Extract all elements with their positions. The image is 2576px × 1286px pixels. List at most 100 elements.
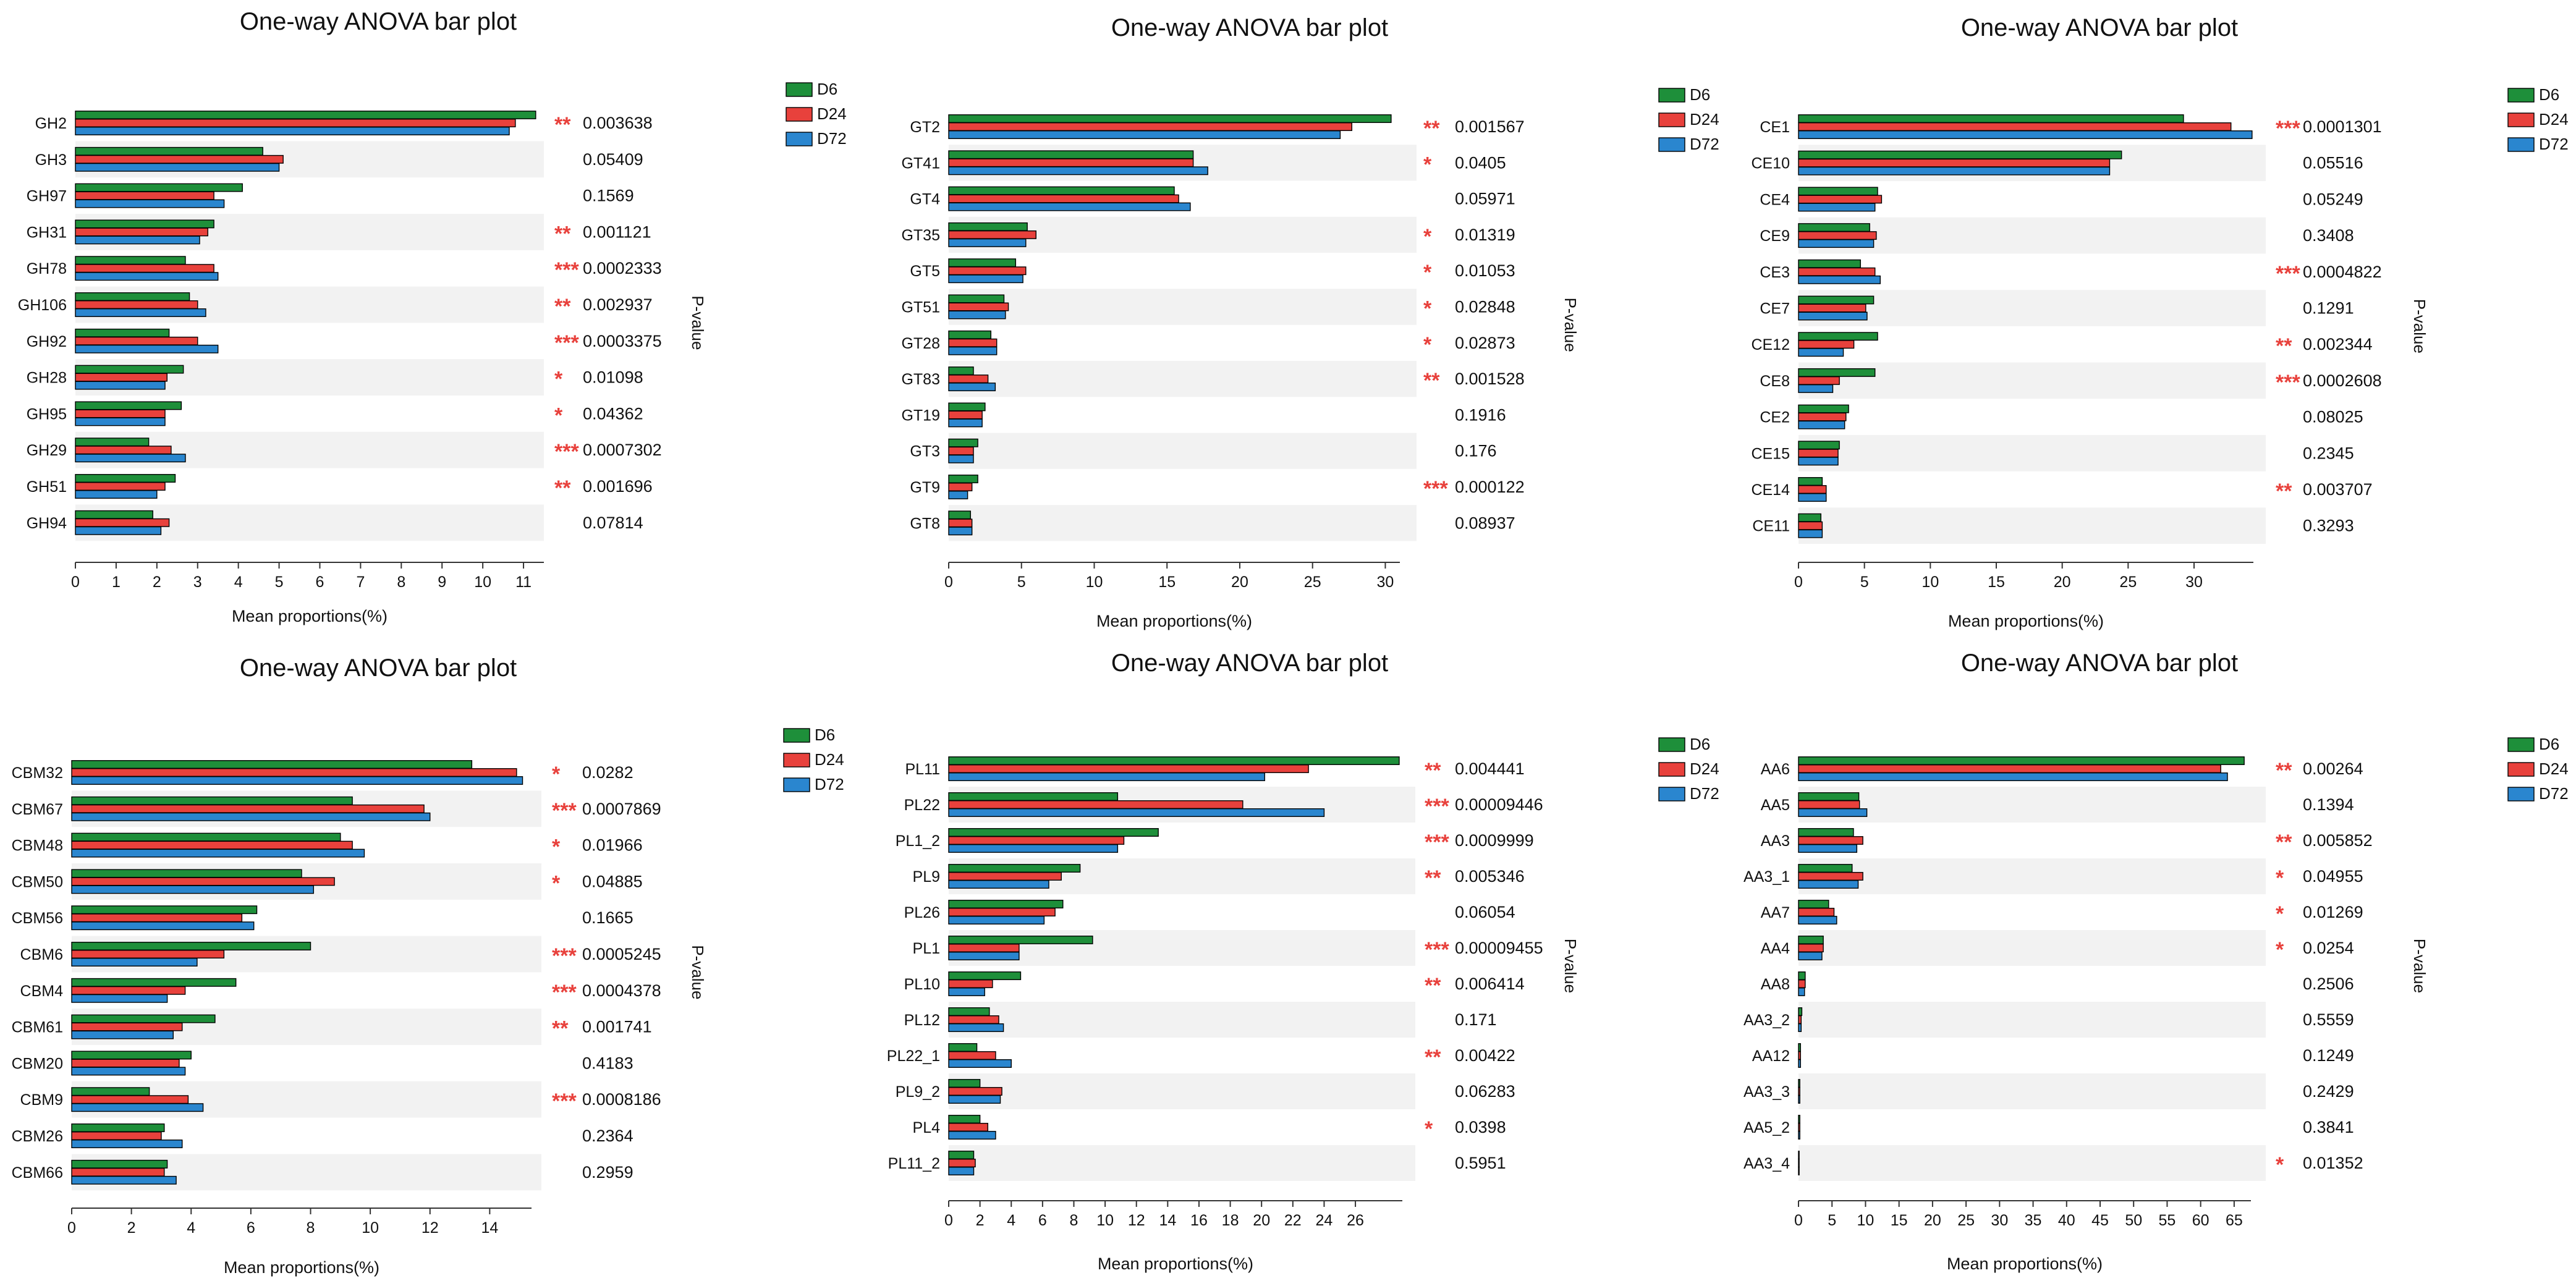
category-label: PL1_2 (896, 832, 940, 850)
x-tick-label: 15 (1891, 1212, 1908, 1229)
bar-CBM9-D6 (71, 1087, 150, 1096)
bar-CE1-D6 (1798, 114, 2184, 123)
bar-PL10-D24 (948, 979, 993, 988)
chart-panel-5: One-way ANOVA bar plot PL11 ** 0.004441 PL22… (887, 649, 1719, 1273)
p-value-axis-label: P-value (1561, 939, 1580, 993)
significance-mark: * (554, 404, 563, 427)
p-value: 0.04955 (2303, 867, 2363, 886)
category-label: GH29 (27, 442, 67, 459)
category-label: CBM48 (12, 837, 63, 855)
bar-GT83-D24 (948, 374, 989, 384)
legend-swatch-D6 (1658, 737, 1685, 752)
chart-title: One-way ANOVA bar plot (240, 654, 517, 682)
category-label: CE14 (1751, 481, 1790, 499)
bar-CE8-D24 (1798, 376, 1840, 385)
category-label: AA8 (1761, 976, 1790, 993)
bar-CE15-D72 (1798, 457, 1839, 466)
bar-GH31-D24 (75, 227, 208, 237)
p-value: 0.006414 (1455, 975, 1525, 993)
bar-GH97-D24 (75, 191, 214, 200)
x-tick-label: 8 (397, 573, 405, 591)
x-tick-label: 14 (1159, 1212, 1176, 1229)
category-label: AA4 (1761, 940, 1790, 957)
significance-mark: * (1423, 225, 1432, 248)
x-tick-label: 5 (1860, 573, 1869, 591)
x-tick-label: 0 (1794, 573, 1803, 591)
category-label: PL1 (913, 940, 940, 957)
category-label: CE10 (1751, 155, 1790, 172)
p-value-axis-label: P-value (688, 295, 707, 350)
category-label: PL22_1 (887, 1047, 940, 1065)
category-label: CBM4 (20, 983, 64, 1000)
bar-GH94-D72 (75, 526, 162, 535)
bar-GH28-D24 (75, 373, 168, 382)
p-value: 0.0002608 (2303, 371, 2382, 390)
bar-GH29-D72 (75, 454, 186, 463)
category-label: CE7 (1760, 300, 1790, 318)
bar-GT28-D24 (948, 338, 998, 347)
legend: D6 D24 D72 (2507, 85, 2569, 153)
bar-AA3_3-D24 (1798, 1087, 1800, 1096)
significance-mark: * (552, 763, 561, 786)
p-value: 0.5559 (2303, 1010, 2354, 1029)
chart-title: One-way ANOVA bar plot (1111, 649, 1388, 677)
bar-AA4-D72 (1798, 952, 1823, 960)
chart-panel-4: One-way ANOVA bar plot CBM32 * 0.0282 CBM67 *… (12, 654, 844, 1277)
x-axis-label: Mean proportions(%) (232, 607, 388, 625)
significance-mark: *** (2276, 371, 2300, 394)
p-value: 0.0282 (582, 763, 633, 782)
category-label: CBM6 (20, 946, 63, 963)
category-label: CBM32 (12, 764, 63, 782)
bar-GH31-D72 (75, 235, 200, 245)
p-value: 0.0254 (2303, 939, 2354, 957)
category-label: GT3 (910, 443, 940, 460)
category-label: GT35 (901, 227, 940, 244)
x-tick-label: 30 (2185, 573, 2203, 591)
p-value-axis-label: P-value (1561, 298, 1580, 352)
bar-CBM4-D6 (71, 978, 237, 987)
bar-CBM56-D6 (71, 905, 258, 915)
bar-CE9-D6 (1798, 223, 1870, 232)
legend-label-D24: D24 (815, 750, 844, 769)
legend-label-D72: D72 (1690, 784, 1719, 803)
bar-GT51-D72 (948, 310, 1006, 319)
bar-GH106-D24 (75, 300, 198, 309)
p-value: 0.171 (1455, 1010, 1497, 1029)
bar-CBM32-D6 (71, 760, 473, 769)
bar-CE3-D72 (1798, 275, 1881, 284)
bar-GT3-D72 (948, 454, 974, 463)
x-tick-label: 60 (2192, 1212, 2210, 1229)
bar-GH3-D6 (75, 146, 263, 156)
bar-PL9_2-D24 (948, 1087, 1002, 1096)
row-stripe (1799, 1073, 2266, 1109)
legend-label-D6: D6 (2539, 735, 2559, 753)
category-label: CE4 (1760, 191, 1790, 208)
significance-mark: *** (554, 331, 579, 355)
p-value: 0.002344 (2303, 335, 2373, 353)
row-stripe (949, 433, 1417, 469)
bar-AA3_3-D6 (1798, 1079, 1800, 1088)
x-tick-label: 8 (307, 1219, 315, 1237)
p-value: 0.08025 (2303, 408, 2363, 426)
category-label: CBM50 (12, 873, 63, 890)
bar-CBM9-D72 (71, 1103, 204, 1112)
significance-mark: ** (1423, 117, 1440, 140)
category-label: PL11 (905, 761, 940, 778)
p-value-axis-label: P-value (2410, 299, 2429, 353)
bar-GH78-D6 (75, 256, 186, 265)
legend: D6 D24 D72 (786, 80, 847, 148)
bar-GT83-D72 (948, 383, 996, 392)
category-label: CBM67 (12, 801, 63, 818)
bar-PL9-D6 (948, 864, 1081, 873)
x-tick-label: 5 (1828, 1212, 1836, 1229)
category-label: CBM9 (20, 1091, 63, 1109)
category-label: GT2 (910, 119, 940, 136)
category-label: PL9_2 (896, 1083, 940, 1101)
p-value: 0.01098 (583, 368, 643, 387)
chart-title: One-way ANOVA bar plot (1111, 14, 1388, 41)
bar-CBM66-D72 (71, 1175, 177, 1185)
